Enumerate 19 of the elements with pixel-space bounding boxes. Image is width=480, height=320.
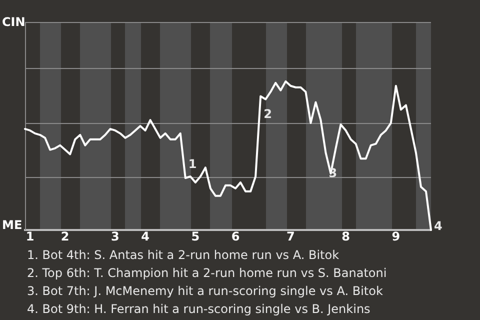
annotation: 3 xyxy=(328,166,338,180)
x-tick-label: 7 xyxy=(286,229,295,244)
annotation: 1 xyxy=(188,157,197,171)
text: CIN xyxy=(2,15,26,29)
text: 2. Top 6th: T. Champion hit a 2-run home run vs S. Banatoni xyxy=(27,265,388,282)
x-tick-label: 9 xyxy=(392,229,400,244)
x-tick-label: 2 xyxy=(60,229,70,244)
annotation: 2 xyxy=(264,107,272,122)
text: 1. Bot 4th: S. Antas hit a 2-run home run vs A. Bitok xyxy=(27,247,340,264)
x-tick-label: 8 xyxy=(342,229,350,244)
x-tick-label: 3 xyxy=(111,229,120,244)
text: 4. Bot 9th: H. Ferran hit a run-scoring single vs B. Jenkins xyxy=(27,301,372,318)
x-tick-label: 4 xyxy=(141,229,150,244)
x-tick-label: 5 xyxy=(191,229,200,244)
text: 3. Bot 7th: J. McMenemy hit a run-scoring single vs A. Bitok xyxy=(27,283,384,300)
text: ME xyxy=(2,218,22,232)
x-tick-label: 1 xyxy=(26,229,34,244)
text: 4 xyxy=(434,219,442,233)
x-tick-label: 6 xyxy=(231,229,240,244)
